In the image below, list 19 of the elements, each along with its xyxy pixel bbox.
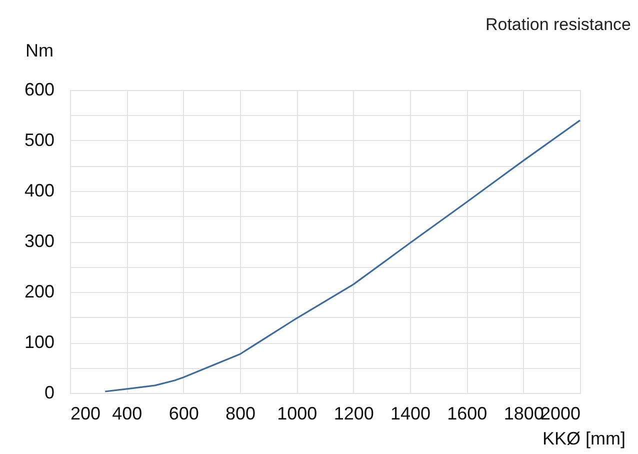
- chart-title: Rotation resistance: [485, 15, 631, 34]
- x-tick-label: 1600: [447, 404, 488, 424]
- y-tick-label: 0: [44, 382, 54, 402]
- x-tick-label: 800: [225, 404, 256, 424]
- y-tick-label: 100: [24, 332, 54, 352]
- x-tick-label: 200: [70, 404, 101, 424]
- y-tick-label: 400: [24, 180, 54, 200]
- line-series: [104, 120, 581, 392]
- y-axis-title: Nm: [26, 40, 54, 60]
- x-tick-label: 1000: [277, 404, 318, 424]
- x-tick-label: 600: [168, 404, 199, 424]
- y-tick-label: 300: [24, 231, 54, 251]
- x-tick-label: 1200: [334, 404, 374, 424]
- x-tick-label: 1400: [390, 404, 431, 424]
- y-tick-label: 600: [24, 80, 54, 100]
- x-tick-label: 400: [112, 404, 142, 424]
- y-tick-label: 200: [24, 282, 54, 302]
- x-axis-title: KKØ [mm]: [542, 428, 626, 448]
- y-tick-label: 500: [24, 130, 54, 150]
